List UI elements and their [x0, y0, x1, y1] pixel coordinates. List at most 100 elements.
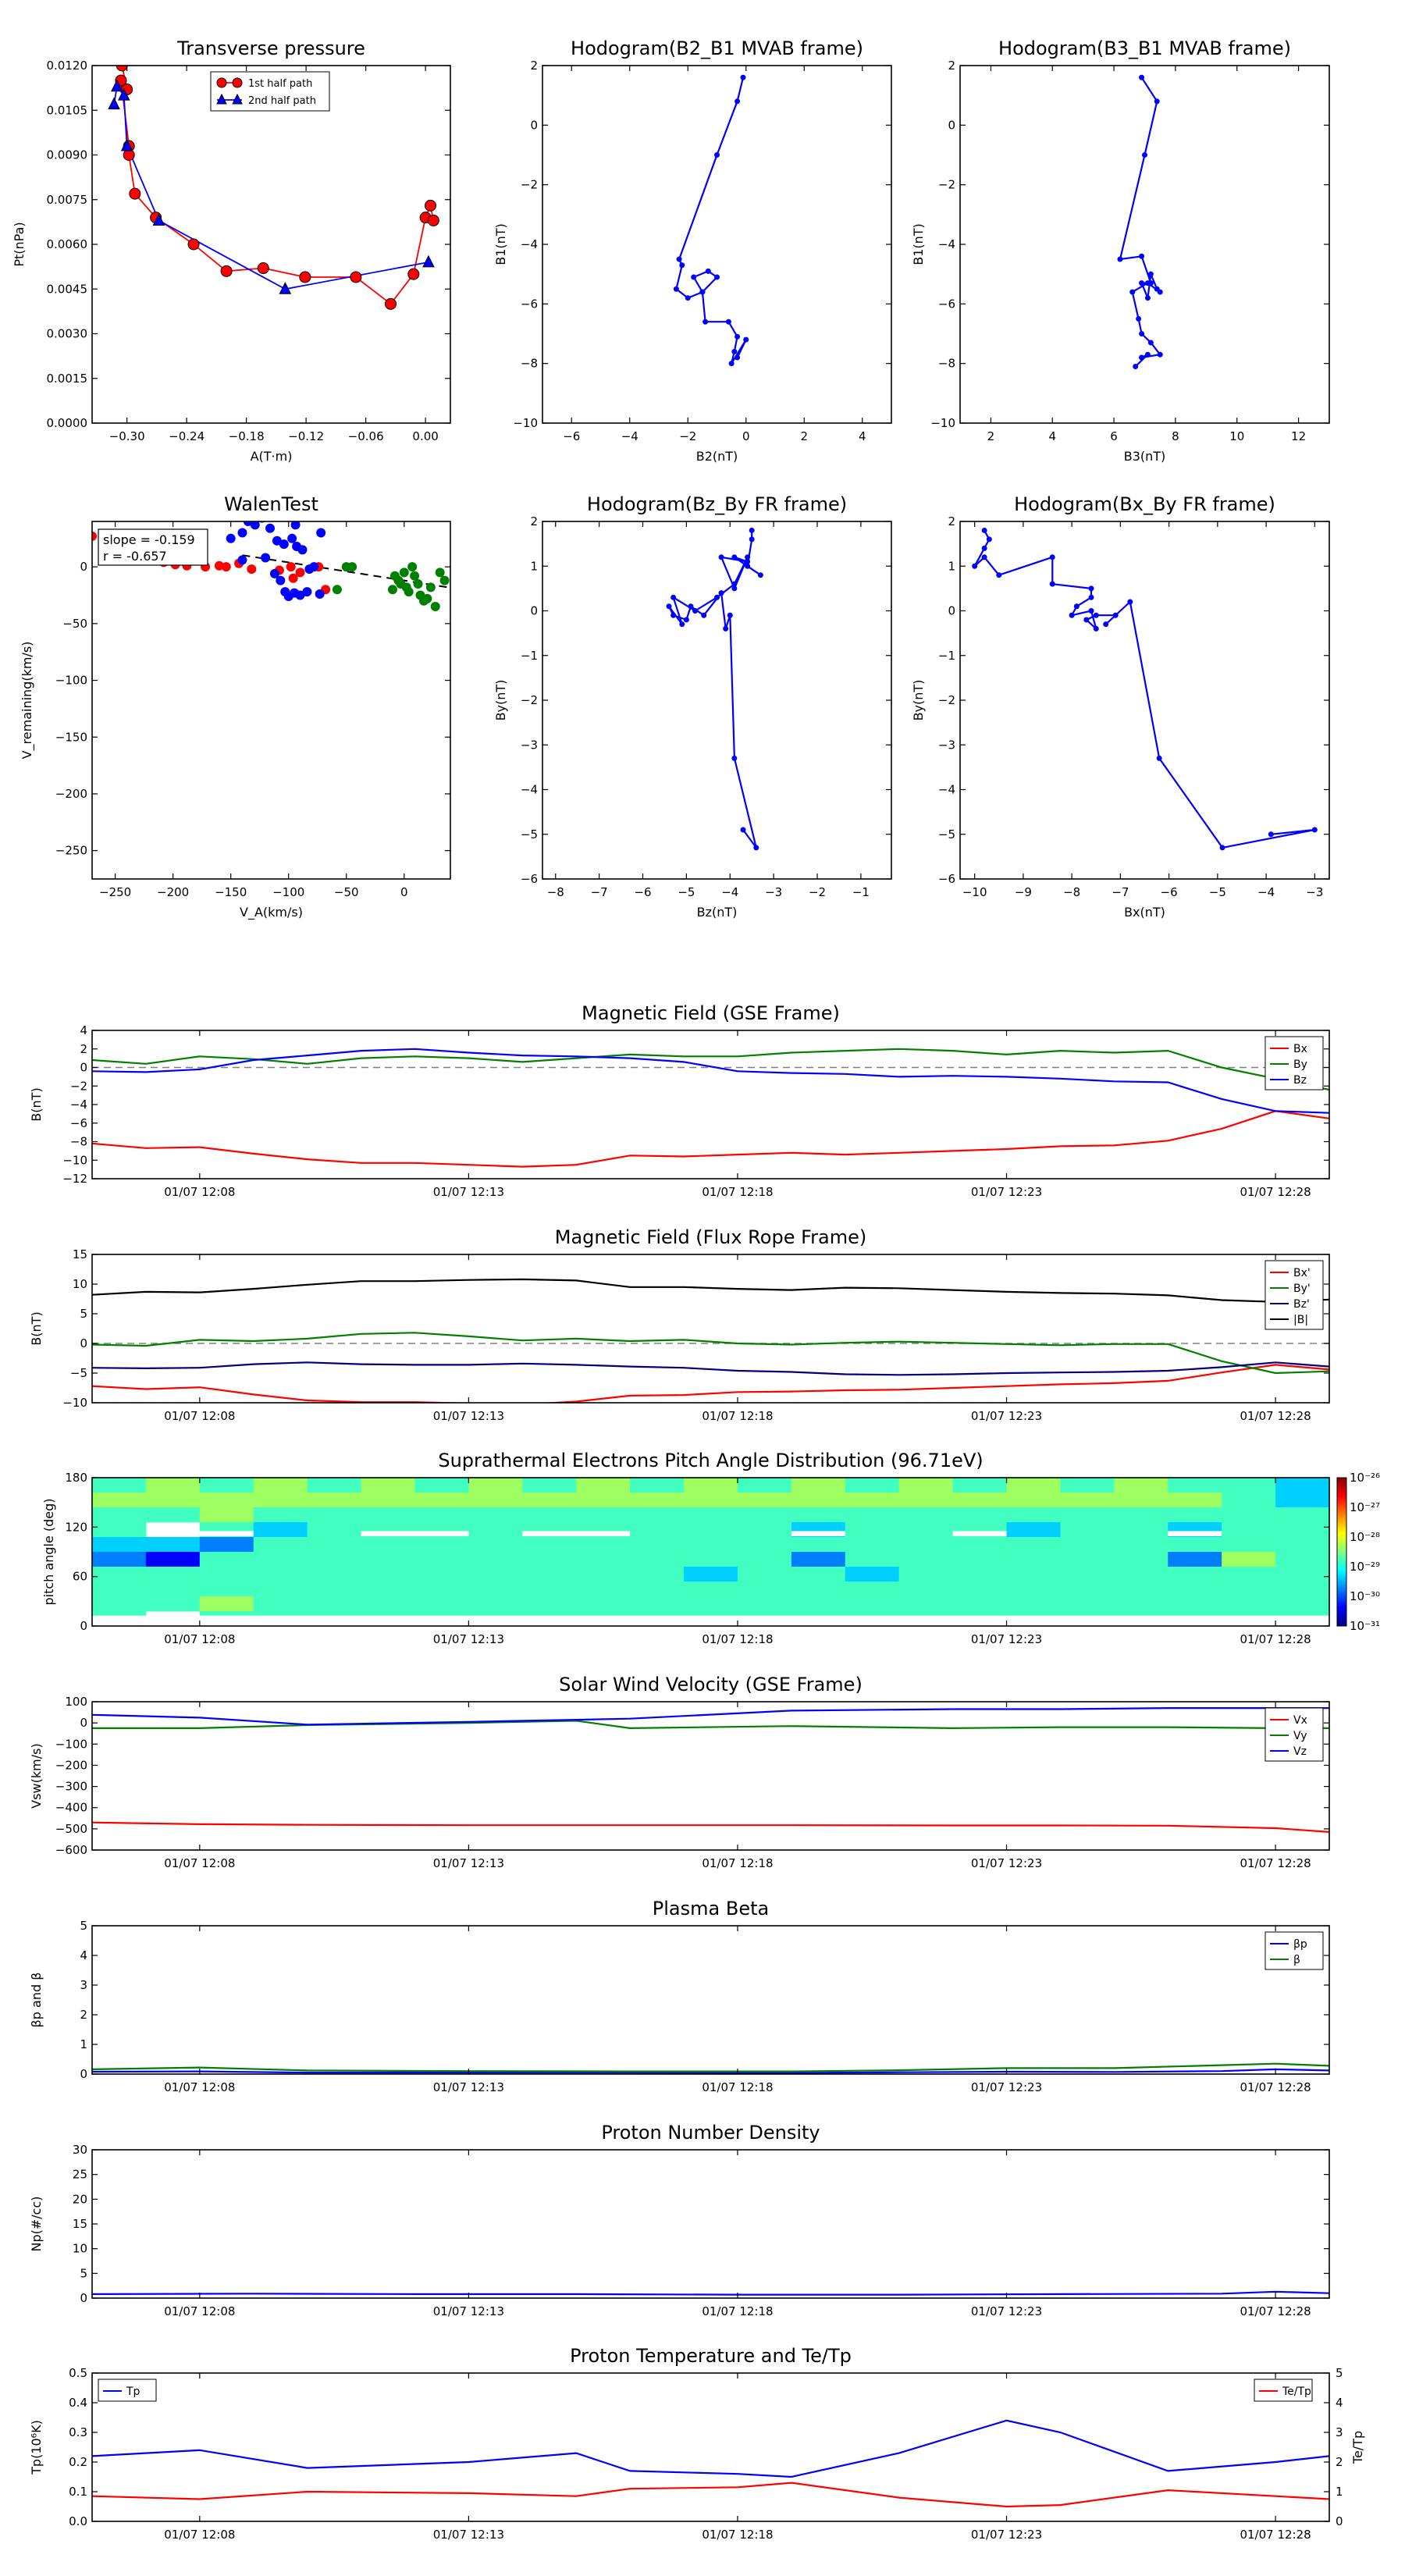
y-tick-label: −10 — [62, 1153, 87, 1167]
y-tick-label: −12 — [62, 1172, 87, 1186]
chart-title: Suprathermal Electrons Pitch Angle Distr… — [438, 1450, 983, 1471]
heatmap-cell — [1006, 1537, 1061, 1553]
x-tick-label: −6 — [563, 429, 580, 443]
heatmap-cell — [1060, 1552, 1115, 1567]
heatmap-cell — [1222, 1552, 1276, 1567]
hodogram-point — [1093, 625, 1099, 632]
heatmap-cell — [845, 1552, 900, 1567]
hodogram-point — [981, 554, 987, 560]
y-right-tick-label: 2 — [1336, 2455, 1343, 2469]
heatmap-cell — [145, 1478, 201, 1493]
series-line-2nd-half-path — [113, 84, 429, 290]
x-tick-label: 6 — [1110, 429, 1118, 443]
legend-label: 2nd half path — [248, 95, 316, 107]
data-point-circle — [220, 265, 233, 277]
hodogram-point — [1154, 98, 1160, 105]
y-tick-label: 2 — [80, 1042, 87, 1056]
chart-title: WalenTest — [224, 493, 318, 515]
heatmap-cell — [361, 1507, 415, 1523]
y-tick-label: 0.4 — [69, 2396, 87, 2410]
plot-area — [92, 1278, 1329, 1403]
data-point-triangle — [111, 79, 123, 92]
y-right-axis-label: Te/Tp — [1350, 2431, 1365, 2464]
legend-label: Bz — [1293, 1074, 1307, 1087]
heatmap-cell — [576, 1596, 631, 1612]
colorbar-tick-label: 10⁻²⁷ — [1350, 1500, 1380, 1514]
y-tick-label: 0 — [80, 1619, 87, 1633]
hodogram-line — [675, 77, 747, 365]
heatmap-cell — [898, 1507, 954, 1523]
y-tick-label: −4 — [938, 783, 955, 797]
y-tick-label: −8 — [70, 1135, 87, 1149]
chart-title: Proton Temperature and Te/Tp — [570, 2345, 852, 2367]
hodogram-point — [745, 563, 751, 569]
axes-frame — [91, 2372, 1330, 2522]
heatmap-cell — [1006, 1596, 1061, 1612]
y-tick-label: 0 — [530, 604, 538, 618]
legend-marker — [232, 77, 243, 88]
chart-np: Proton Number Density 0 5 10 15 20 25 30 01/07 1… — [29, 2122, 1330, 2318]
x-tick-label: −0.06 — [348, 429, 384, 443]
hodogram-point — [740, 827, 746, 833]
heatmap-cell — [92, 1478, 147, 1493]
hodogram-point — [1139, 74, 1145, 80]
hodogram-point — [996, 572, 1002, 578]
x-tick-label: 01/07 12:18 — [702, 1632, 773, 1646]
heatmap-cell — [1060, 1537, 1115, 1553]
heatmap-cell — [630, 1552, 685, 1567]
hodogram-point — [1147, 340, 1154, 346]
legend: Tp — [98, 2379, 157, 2402]
legend-label: By — [1293, 1059, 1307, 1071]
walen-point — [214, 560, 224, 571]
y-tick-label: −2 — [938, 178, 955, 192]
chart-title: Magnetic Field (Flux Rope Frame) — [555, 1226, 866, 1248]
y-tick-label: −250 — [55, 844, 87, 858]
legend-label: |B| — [1293, 1314, 1308, 1326]
hodogram-point — [1136, 315, 1142, 322]
heatmap-cell — [468, 1582, 523, 1597]
chart-mag_gse: Magnetic Field (GSE Frame) −12 −10 −8 −6 −4 −2… — [29, 1002, 1330, 1199]
y-tick-label: 4 — [80, 1948, 87, 1962]
x-tick-label: −3 — [1306, 885, 1323, 899]
x-axis-label: Bx(nT) — [1124, 905, 1165, 920]
heatmap-cell — [1114, 1493, 1168, 1508]
heatmap-gap — [952, 1531, 1007, 1537]
plot-area — [108, 66, 439, 310]
x-tick-label: −2 — [679, 429, 696, 443]
chart-title: Hodogram(B3_B1 MVAB frame) — [998, 37, 1291, 59]
hodogram-point — [740, 74, 746, 80]
heatmap-cell — [630, 1596, 685, 1612]
walen-point — [237, 528, 247, 538]
heatmap-cell — [468, 1478, 523, 1493]
legend-label: Bz' — [1293, 1298, 1310, 1311]
walen-point — [92, 531, 97, 541]
heatmap-cell — [1114, 1567, 1168, 1582]
series-line-Vy-1 — [92, 1720, 1329, 1730]
legend-label: Tp — [126, 2386, 140, 2398]
x-tick-label: 01/07 12:13 — [433, 2080, 504, 2094]
y-tick-label: 0.5 — [69, 2366, 87, 2380]
heatmap-cell — [1114, 1478, 1168, 1493]
hodogram-point — [743, 336, 749, 343]
hodogram-point — [972, 563, 978, 569]
y-axis-label: B1(nT) — [911, 223, 926, 265]
x-tick-label: −50 — [334, 885, 359, 899]
heatmap-cell — [361, 1552, 415, 1567]
x-tick-label: 01/07 12:08 — [164, 2304, 235, 2318]
heatmap-cell — [1006, 1522, 1061, 1538]
chart-hodo_b2b1: Hodogram(B2_B1 MVAB frame) −10 −8 −6 −4 −2 0 2 −… — [493, 37, 892, 464]
colorbar-tick-label: 10⁻³¹ — [1350, 1619, 1380, 1633]
y-tick-label: 5 — [80, 1307, 87, 1321]
hodogram-point — [981, 545, 987, 551]
heatmap-cell — [737, 1552, 792, 1567]
x-tick-label: 01/07 12:18 — [702, 1185, 773, 1199]
y-axis-label: By(nT) — [493, 680, 508, 721]
heatmap-cell — [684, 1493, 738, 1508]
heatmap-cell — [1006, 1552, 1061, 1567]
heatmap-cell — [361, 1537, 415, 1553]
y-tick-label: −1 — [938, 649, 955, 663]
data-point-circle — [407, 268, 420, 280]
heatmap-cell — [468, 1507, 523, 1523]
hodogram-point — [1268, 831, 1274, 838]
walen-point — [399, 568, 409, 578]
